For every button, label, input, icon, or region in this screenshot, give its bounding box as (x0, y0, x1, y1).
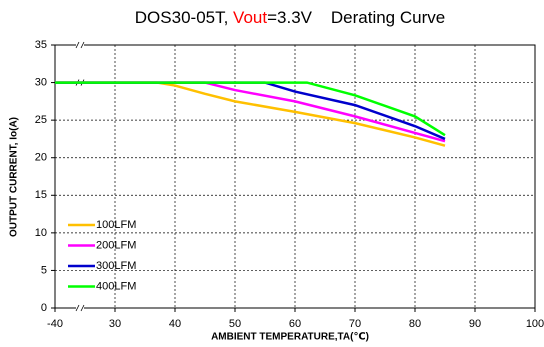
x-tick-label: 70 (349, 318, 361, 330)
y-tick-label: 15 (35, 189, 47, 201)
x-tick-label: 60 (289, 318, 301, 330)
y-tick-label: 20 (35, 152, 47, 164)
x-tick-label: 80 (409, 318, 421, 330)
legend-label: 200LFM (96, 239, 136, 251)
y-axis-label: OUTPUT CURRENT, Io(A) (9, 117, 20, 237)
series-line (55, 81, 446, 137)
legend-label: 400LFM (96, 280, 136, 292)
y-tick-label: 5 (41, 264, 47, 276)
x-tick-label: 90 (469, 318, 481, 330)
y-tick-label: 0 (41, 302, 47, 314)
x-tick-label: 30 (109, 318, 121, 330)
title-part: =3.3V Derating Curve (267, 8, 445, 27)
legend-label: 300LFM (96, 260, 136, 272)
plot-frame (54, 44, 536, 309)
y-tick-label: 10 (35, 227, 47, 239)
title-part: DOS30-05T, (135, 8, 233, 27)
axis-break (75, 41, 85, 49)
x-tick-label: 50 (229, 318, 241, 330)
axis-break-bg (76, 43, 84, 47)
y-tick-label: 35 (35, 39, 47, 51)
x-tick-label: 100 (526, 318, 544, 330)
chart-title: DOS30-05T, Vout=3.3V Derating Curve (135, 8, 445, 27)
axis-break-bg (76, 306, 84, 310)
axis-break (75, 304, 85, 312)
legend-label: 100LFM (96, 219, 136, 231)
y-tick-label: 30 (35, 76, 47, 88)
series-line (55, 81, 446, 143)
x-axis-label: AMBIENT TEMPERATURE,TA(℃) (211, 332, 369, 343)
title-part: Vout (233, 8, 267, 27)
x-tick-label: -40 (47, 318, 63, 330)
x-tick-label: 40 (169, 318, 181, 330)
y-tick-label: 25 (35, 114, 47, 126)
